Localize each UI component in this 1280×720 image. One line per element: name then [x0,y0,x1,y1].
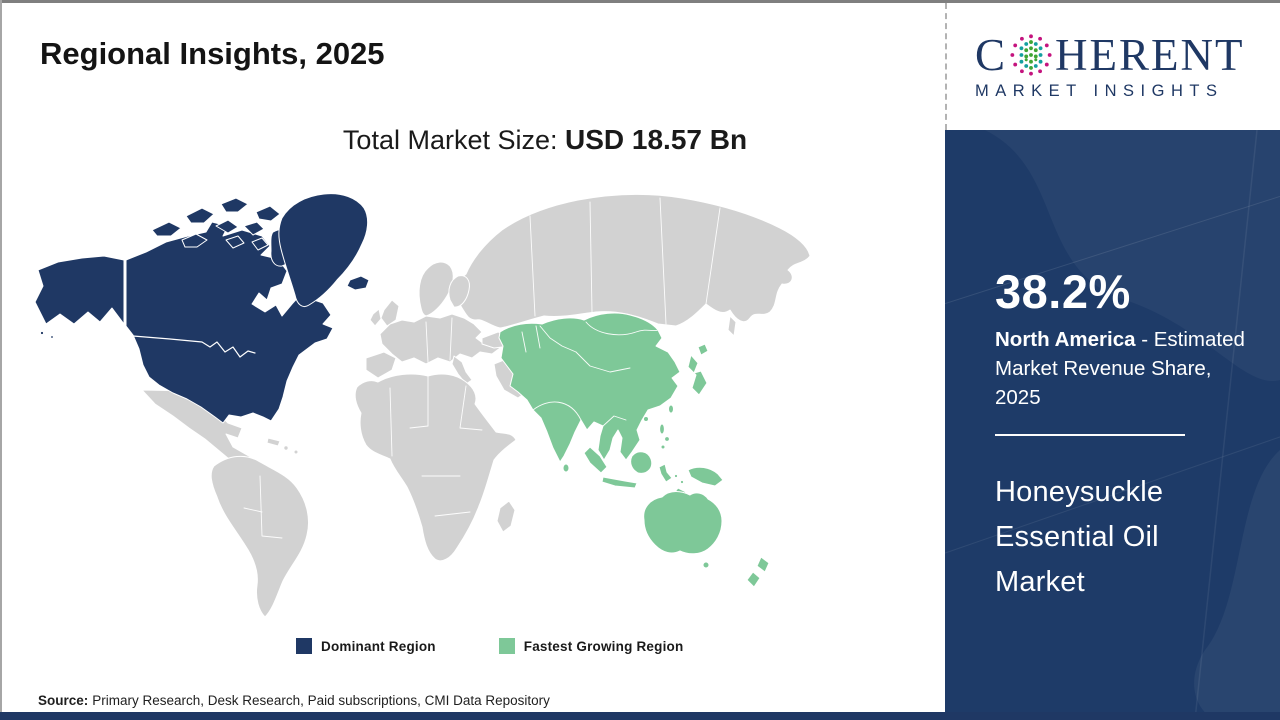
source-text: Primary Research, Desk Research, Paid su… [92,693,550,708]
map-legend: Dominant Region Fastest Growing Region [296,638,683,654]
coherent-globe-icon [1010,34,1052,76]
legend-label-dominant: Dominant Region [321,638,436,654]
market-name: Honeysuckle Essential Oil Market [995,476,1164,599]
legend-item-fastest: Fastest Growing Region [498,638,684,654]
total-market-size-value: USD 18.57 Bn [565,124,748,155]
source-label: Source: [38,693,89,708]
brand-row: C [975,29,1280,80]
sidebar-content: 38.2% North America - Estimated Market R… [945,130,1280,605]
share-region: North America [995,328,1136,351]
brand-tagline: MARKET INSIGHTS [975,81,1224,100]
bottom-bar [0,712,1280,720]
top-border [0,0,1280,3]
sidebar-map-texture [945,130,1280,720]
legend-label-fastest: Fastest Growing Region [523,638,684,654]
brand-letters-rest: HERENT [1055,29,1245,80]
legend-swatch-fastest [498,638,515,654]
page-title: Regional Insights, 2025 [40,36,385,71]
map-region-rest-of-world [141,193,811,618]
share-description: North America - Estimated Market Revenue… [995,325,1257,412]
share-suffix: - Estimated Market Revenue Share, 2025 [995,328,1245,410]
map-country-borders [243,197,721,539]
brand-letter-c: C [975,29,1008,80]
legend-swatch-dominant [296,638,312,654]
source-line: Source: Primary Research, Desk Research, … [38,693,550,708]
map-region-north-america [34,193,370,424]
total-market-size-label: Total Market Size: [342,125,565,155]
share-value: 38.2% [995,265,1131,318]
sidebar-divider [995,434,1185,437]
left-border [0,0,2,720]
world-map [30,176,820,624]
map-us-canada-border [132,335,256,358]
total-market-size: Total Market Size: USD 18.57 Bn [0,124,945,156]
logo-area: C [945,3,1280,130]
stats-sidebar: 38.2% North America - Estimated Market R… [945,130,1280,720]
map-apac-borders [521,321,659,427]
legend-item-dominant: Dominant Region [296,638,436,654]
map-region-asia-pacific [498,312,770,588]
